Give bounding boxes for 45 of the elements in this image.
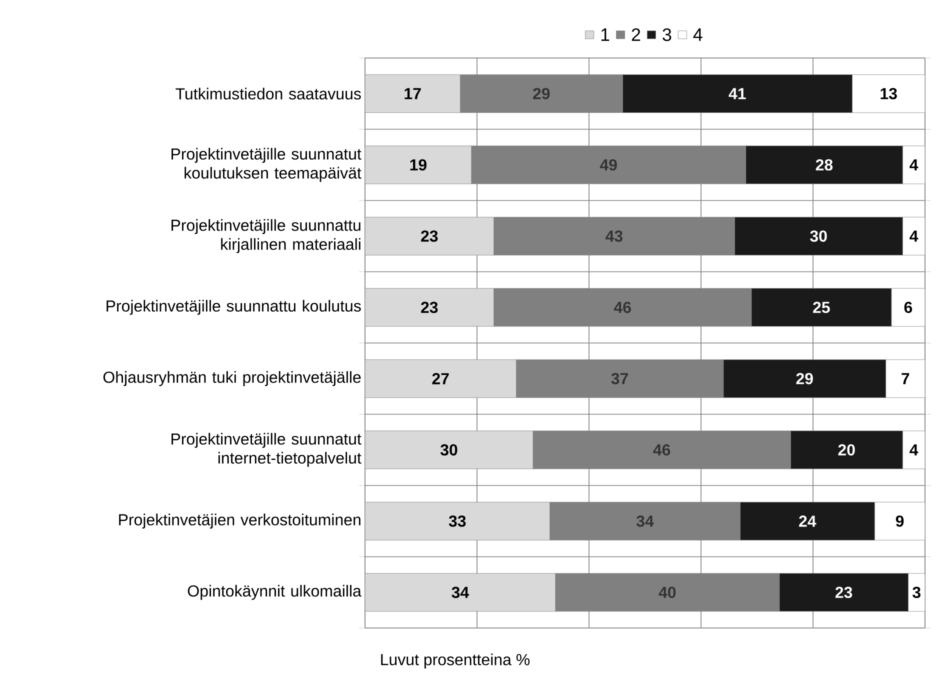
data-label: 4 (910, 230, 918, 242)
data-label: 46 (614, 302, 631, 314)
data-label: 29 (796, 372, 813, 384)
data-label: 9 (896, 515, 904, 527)
legend-label: 2 (632, 28, 640, 41)
data-label: 23 (835, 586, 852, 598)
legend-label: 3 (662, 28, 672, 42)
y-tick-label: Projektinvetäjille suunnattu koulutus (106, 300, 361, 315)
data-label: 17 (404, 88, 421, 100)
y-tick-label: Projektinvetäjille suunnatut koulutuksen teemapäivät (172, 148, 362, 182)
data-label: 30 (810, 230, 827, 242)
data-label: 4 (910, 159, 918, 170)
data-label: 34 (452, 586, 470, 598)
y-tick-label: Projektinvetäjille suunnatut internet-tietopalvelut (172, 432, 362, 467)
y-tick-label: Tutkimustiedon saatavuus (176, 88, 361, 100)
legend-label: 1 (601, 28, 610, 41)
data-label: 23 (421, 302, 438, 314)
data-label: 4 (910, 444, 918, 456)
data-label: 25 (813, 302, 830, 314)
data-label: 29 (533, 88, 550, 100)
data-label: 46 (653, 444, 670, 456)
data-label: 43 (606, 230, 623, 242)
data-label: 40 (658, 586, 676, 598)
data-label: 30 (440, 444, 458, 456)
data-label: 34 (636, 515, 654, 527)
data-label: 3 (912, 586, 920, 598)
data-label: 27 (432, 373, 449, 384)
data-label: 41 (728, 88, 746, 100)
data-label: 28 (816, 159, 833, 171)
y-tick-label: Opintokäynnit ulkomailla (188, 584, 362, 600)
data-label: 7 (902, 373, 910, 384)
data-label: 49 (600, 159, 617, 171)
legend-label: 4 (693, 28, 702, 41)
y-tick-label: Projektinvetäjille suunnattu kirjallinen materiaali (172, 219, 360, 254)
data-label: 20 (838, 444, 855, 456)
data-label: 13 (880, 88, 897, 100)
data-label: 23 (421, 230, 438, 242)
x-axis-title: Luvut prosentteina % (381, 654, 530, 668)
data-label: 19 (410, 159, 426, 171)
data-label: 37 (611, 372, 628, 384)
y-tick-label: Projektinvetäjien verkostoituminen (119, 514, 360, 529)
data-label: 6 (904, 302, 912, 314)
data-label: 24 (799, 516, 816, 527)
data-label: 33 (448, 515, 466, 527)
y-tick-label: Ohjausryhmän tuki projektinvetäjälle (103, 371, 361, 386)
